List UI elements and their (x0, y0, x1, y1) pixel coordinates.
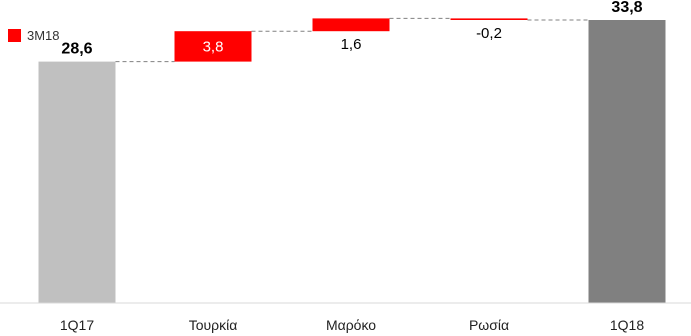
category-label-4: Ρωσία (469, 317, 509, 333)
bar-3 (312, 18, 390, 32)
bar-5 (588, 20, 666, 303)
value-label-2: 3,8 (203, 38, 224, 55)
legend-swatch (8, 29, 21, 42)
legend: 3M18 (8, 28, 60, 43)
value-label-1: 28,6 (61, 41, 92, 58)
bar-1 (38, 61, 116, 303)
legend-label: 3M18 (27, 28, 60, 43)
bar-2 (174, 31, 252, 62)
category-label-5: 1Q18 (610, 317, 644, 333)
category-label-1: 1Q17 (60, 317, 94, 333)
category-label-2: Τουρκία (189, 317, 238, 333)
value-label-5: 33,8 (611, 0, 642, 16)
value-label-4: -0,2 (476, 25, 502, 42)
bar-4 (450, 18, 528, 20)
value-label-3: 1,6 (341, 36, 362, 53)
category-label-3: Μαρόκο (326, 317, 376, 333)
